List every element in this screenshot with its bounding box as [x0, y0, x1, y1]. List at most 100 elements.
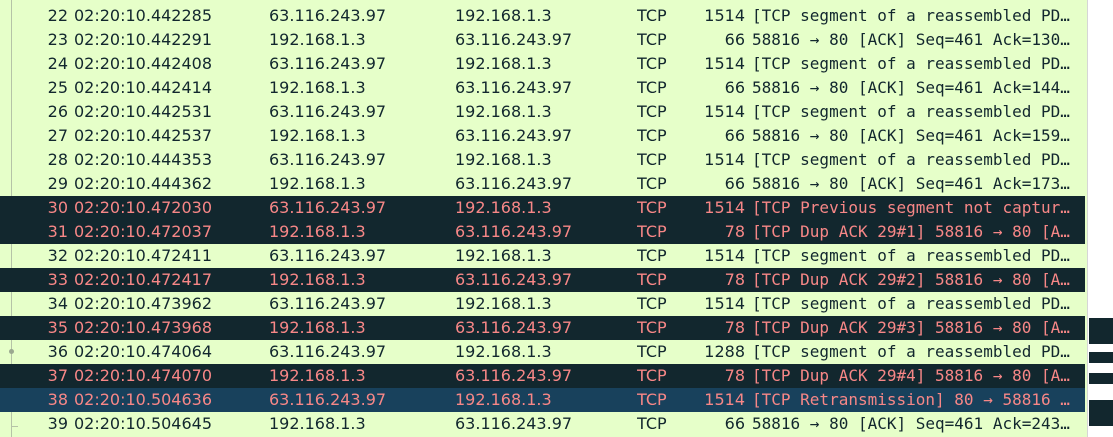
packet-protocol: TCP [637, 78, 667, 97]
packet-protocol: TCP [637, 150, 667, 169]
packet-row[interactable]: 26 02:20:10.442531 63.116.243.97 192.168.1.… [0, 100, 1085, 124]
packet-number: 36 [47, 342, 68, 361]
packet-length: 66 [724, 78, 745, 97]
packet-source: 63.116.243.97 [269, 198, 387, 217]
packet-row[interactable]: 36 02:20:10.474064 63.116.243.97 192.168.1.… [0, 340, 1085, 364]
packet-source: 63.116.243.97 [269, 6, 387, 25]
packet-source: 63.116.243.97 [269, 246, 387, 265]
packet-protocol: TCP [637, 102, 667, 121]
packet-info: [TCP Dup ACK 29#1] 58816 → 80 [A… [752, 222, 1070, 241]
packet-info: [TCP segment of a reassembled PD… [752, 246, 1070, 265]
packet-info: [TCP Dup ACK 29#4] 58816 → 80 [A… [752, 366, 1070, 385]
packet-destination: 192.168.1.3 [455, 342, 552, 361]
packet-info: [TCP segment of a reassembled PD… [752, 150, 1070, 169]
packet-number: 27 [47, 126, 68, 145]
packet-length: 66 [724, 174, 745, 193]
packet-destination: 63.116.243.97 [455, 318, 573, 337]
packet-destination: 63.116.243.97 [455, 270, 573, 289]
packet-time: 02:20:10.472037 [74, 222, 213, 241]
packet-row[interactable]: 30 02:20:10.472030 63.116.243.97 192.168.1.… [0, 196, 1085, 220]
packet-time: 02:20:10.473968 [74, 318, 213, 337]
packet-row[interactable]: 28 02:20:10.444353 63.116.243.97 192.168.1.… [0, 148, 1085, 172]
packet-number: 33 [47, 270, 68, 289]
packet-time: 02:20:10.442537 [74, 126, 213, 145]
packet-row[interactable]: 32 02:20:10.472411 63.116.243.97 192.168.1.… [0, 244, 1085, 268]
packet-time: 02:20:10.472411 [74, 246, 213, 265]
packet-time: 02:20:10.474064 [74, 342, 213, 361]
packet-time: 02:20:10.504636 [74, 390, 213, 409]
packet-row[interactable]: 39 02:20:10.504645 192.168.1.3 63.116.243.9… [0, 412, 1085, 436]
packet-time: 02:20:10.442414 [74, 78, 213, 97]
packet-source: 192.168.1.3 [269, 222, 366, 241]
packet-length: 78 [724, 318, 745, 337]
packet-protocol: TCP [637, 174, 667, 193]
packet-source: 63.116.243.97 [269, 294, 387, 313]
packet-length: 66 [724, 30, 745, 49]
minimap-mark [1089, 400, 1113, 426]
packet-source: 192.168.1.3 [269, 174, 366, 193]
packet-length: 66 [724, 126, 745, 145]
packet-info: [TCP segment of a reassembled PD… [752, 294, 1070, 313]
packet-length: 1288 [704, 342, 745, 361]
packet-destination: 63.116.243.97 [455, 126, 573, 145]
packet-destination: 192.168.1.3 [455, 390, 552, 409]
packet-destination: 192.168.1.3 [455, 150, 552, 169]
packet-row[interactable]: 31 02:20:10.472037 192.168.1.3 63.116.243.9… [0, 220, 1085, 244]
packet-protocol: TCP [637, 294, 667, 313]
packet-info: 58816 → 80 [ACK] Seq=461 Ack=173… [752, 174, 1070, 193]
packet-protocol: TCP [637, 246, 667, 265]
packet-row[interactable]: 22 02:20:10.442285 63.116.243.97 192.168.1.… [0, 4, 1085, 28]
packet-row[interactable]: 29 02:20:10.444362 192.168.1.3 63.116.243.9… [0, 172, 1085, 196]
packet-info: [TCP Dup ACK 29#3] 58816 → 80 [A… [752, 318, 1070, 337]
packet-number: 30 [47, 198, 68, 217]
packet-time: 02:20:10.442531 [74, 102, 213, 121]
packet-source: 192.168.1.3 [269, 414, 366, 433]
packet-time: 02:20:10.444362 [74, 174, 213, 193]
packet-length: 66 [724, 414, 745, 433]
packet-time: 02:20:10.444353 [74, 150, 213, 169]
packet-source: 192.168.1.3 [269, 30, 366, 49]
packet-row[interactable]: 23 02:20:10.442291 192.168.1.3 63.116.243.9… [0, 28, 1085, 52]
packet-row[interactable]: 25 02:20:10.442414 192.168.1.3 63.116.243.9… [0, 76, 1085, 100]
packet-source: 192.168.1.3 [269, 126, 366, 145]
packet-protocol: TCP [637, 30, 667, 49]
packet-protocol: TCP [637, 366, 667, 385]
packet-source: 63.116.243.97 [269, 102, 387, 121]
packet-row[interactable]: 35 02:20:10.473968 192.168.1.3 63.116.243.9… [0, 316, 1085, 340]
packet-row[interactable]: 33 02:20:10.472417 192.168.1.3 63.116.243.9… [0, 268, 1085, 292]
packet-info: [TCP Previous segment not captur… [752, 198, 1070, 217]
packet-destination: 63.116.243.97 [455, 222, 573, 241]
packet-number: 38 [47, 390, 68, 409]
packet-protocol: TCP [637, 222, 667, 241]
packet-source: 63.116.243.97 [269, 390, 387, 409]
packet-length: 1514 [704, 246, 745, 265]
packet-protocol: TCP [637, 414, 667, 433]
packet-destination: 63.116.243.97 [455, 366, 573, 385]
packet-protocol: TCP [637, 54, 667, 73]
packet-row[interactable]: 34 02:20:10.473962 63.116.243.97 192.168.1.… [0, 292, 1085, 316]
packet-info: 58816 → 80 [ACK] Seq=461 Ack=159… [752, 126, 1070, 145]
packet-destination: 192.168.1.3 [455, 198, 552, 217]
packet-protocol: TCP [637, 198, 667, 217]
packet-row-selected[interactable]: 38 02:20:10.504636 63.116.243.97 192.168.1.… [0, 388, 1085, 412]
packet-info: [TCP Retransmission] 80 → 58816 … [752, 390, 1070, 409]
packet-info: [TCP Dup ACK 29#2] 58816 → 80 [A… [752, 270, 1070, 289]
packet-length: 1514 [704, 390, 745, 409]
packet-list[interactable]: 22 02:20:10.442285 63.116.243.97 192.168.1.… [0, 0, 1087, 437]
packet-info: [TCP segment of a reassembled PD… [752, 342, 1070, 361]
packet-row[interactable]: 27 02:20:10.442537 192.168.1.3 63.116.243.9… [0, 124, 1085, 148]
packet-row[interactable]: 24 02:20:10.442408 63.116.243.97 192.168.1.… [0, 52, 1085, 76]
packet-protocol: TCP [637, 126, 667, 145]
packet-source: 192.168.1.3 [269, 78, 366, 97]
packet-time: 02:20:10.442408 [74, 54, 213, 73]
conversation-tree-marker [9, 349, 14, 354]
conversation-tree-end [11, 426, 18, 427]
packet-row[interactable]: 37 02:20:10.474070 192.168.1.3 63.116.243.9… [0, 364, 1085, 388]
packet-minimap-scrollbar[interactable] [1087, 0, 1113, 437]
packet-info: 58816 → 80 [ACK] Seq=461 Ack=144… [752, 78, 1070, 97]
packet-protocol: TCP [637, 390, 667, 409]
minimap-mark [1089, 352, 1113, 363]
minimap-mark [1089, 373, 1113, 384]
packet-source: 192.168.1.3 [269, 270, 366, 289]
packet-length: 78 [724, 366, 745, 385]
